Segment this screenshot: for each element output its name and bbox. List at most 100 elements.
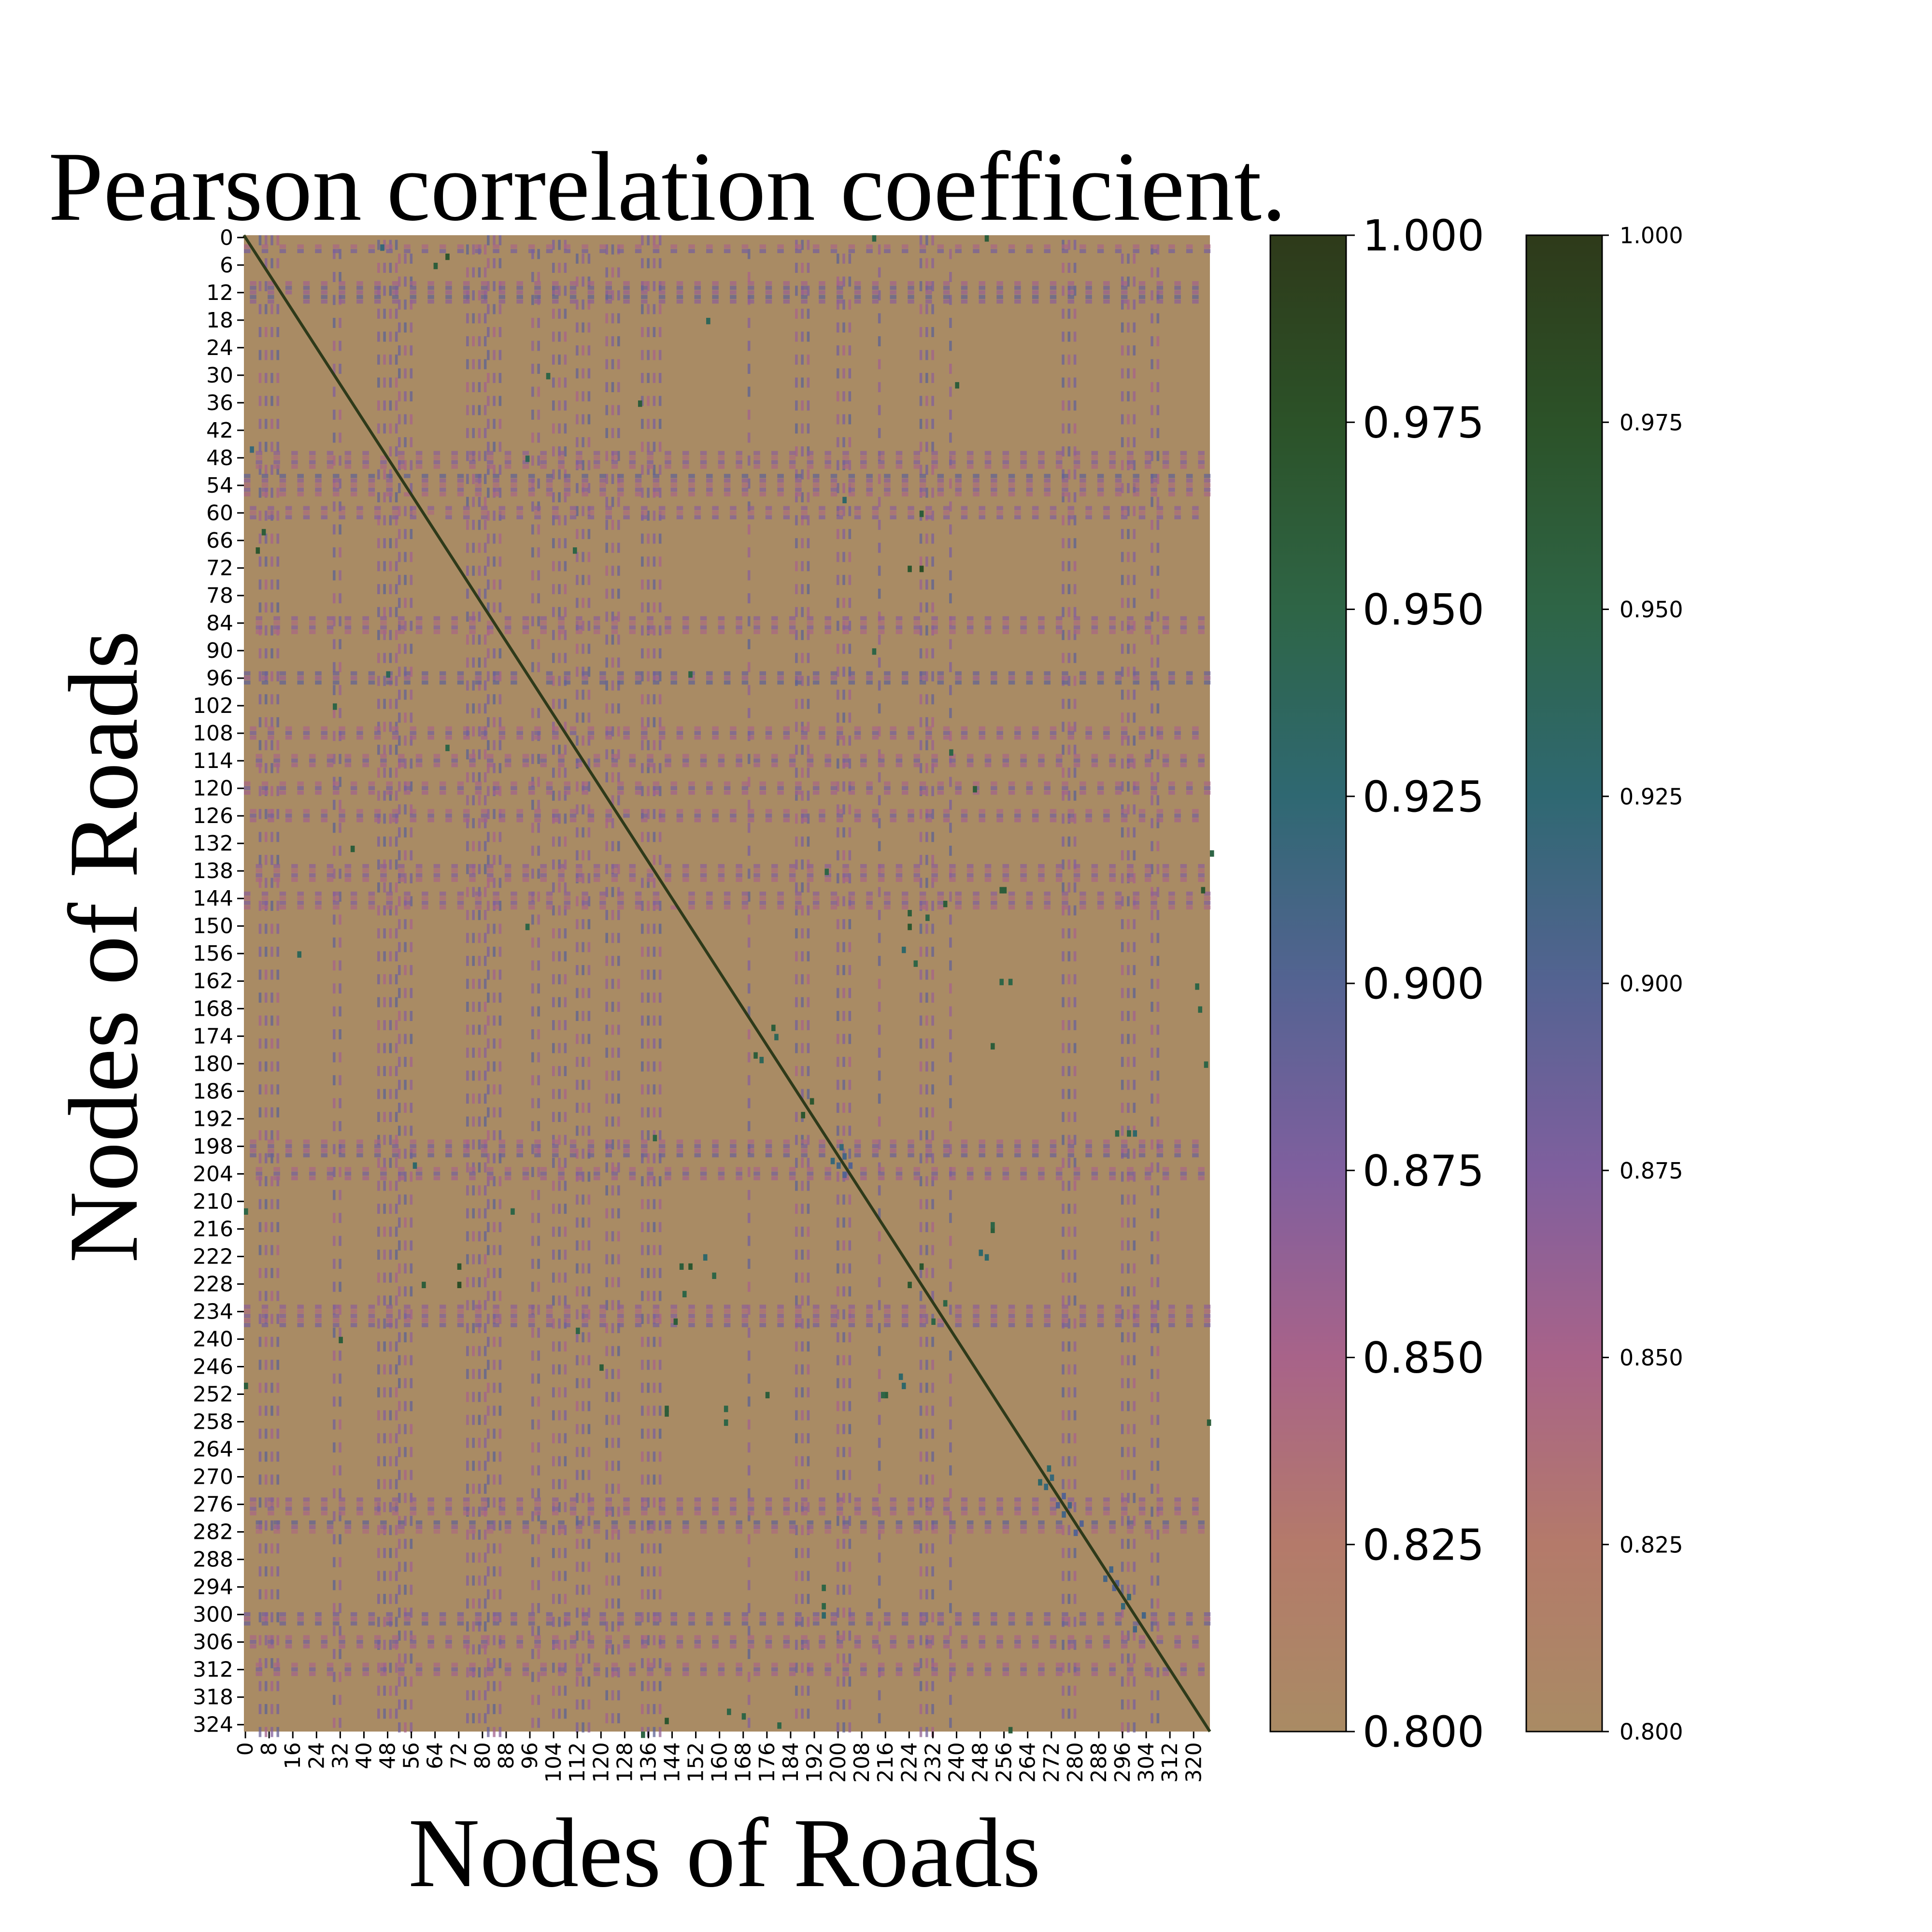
- heatmap-cell: [558, 1318, 561, 1329]
- heatmap-cell: [433, 616, 440, 621]
- heatmap-cell: [531, 1419, 534, 1430]
- heatmap-cell: [386, 483, 393, 487]
- heatmap-cell: [1062, 1112, 1065, 1122]
- heatmap-cell: [771, 625, 778, 630]
- heatmap-cell: [617, 451, 620, 461]
- heatmap-cell: [339, 799, 341, 810]
- heatmap-cell: [398, 1653, 401, 1664]
- heatmap-cell: [333, 1236, 336, 1246]
- heatmap-cell: [925, 465, 928, 475]
- heatmap-cell: [558, 630, 565, 634]
- heatmap-cell: [801, 1387, 804, 1398]
- heatmap-cell: [511, 244, 517, 249]
- heatmap-cell: [611, 1070, 614, 1081]
- heatmap-cell: [848, 621, 852, 631]
- heatmap-cell: [1073, 630, 1077, 640]
- heatmap-cell: [404, 942, 407, 952]
- heatmap-cell: [848, 1057, 852, 1067]
- heatmap-cell: [498, 1589, 502, 1600]
- heatmap-cell: [966, 621, 974, 625]
- heatmap-cell: [801, 974, 804, 984]
- heatmap-cell: [1020, 630, 1027, 634]
- heatmap-cell: [807, 625, 814, 630]
- heatmap-cell: [605, 680, 608, 691]
- heatmap-cell: [653, 1038, 656, 1049]
- heatmap-cell: [848, 1011, 852, 1021]
- heatmap-cell: [878, 1392, 881, 1402]
- heatmap-cell: [854, 290, 861, 295]
- heatmap-cell: [890, 515, 896, 520]
- heatmap-cell: [878, 1048, 881, 1058]
- heatmap-cell: [1127, 1699, 1130, 1710]
- heatmap-cell: [457, 249, 464, 254]
- heatmap-cell: [1067, 744, 1071, 755]
- heatmap-cell: [576, 919, 579, 929]
- heatmap-cell: [333, 524, 336, 535]
- heatmap-cell: [587, 827, 591, 838]
- heatmap-cell: [747, 410, 751, 420]
- heatmap-cell: [270, 602, 273, 613]
- heatmap-cell: [258, 304, 262, 314]
- heatmap-cell: [641, 832, 644, 842]
- heatmap-cell: [1156, 1277, 1160, 1288]
- heatmap-cell: [747, 511, 754, 515]
- heatmap-cell: [1073, 625, 1080, 630]
- heatmap-cell: [487, 1704, 490, 1714]
- heatmap-cell: [1073, 538, 1077, 549]
- heatmap-cell: [605, 542, 608, 553]
- heatmap-cell: [854, 295, 861, 299]
- heatmap-cell: [1121, 1470, 1124, 1480]
- heatmap-cell: [1156, 1185, 1160, 1196]
- heatmap-cell: [478, 1024, 481, 1035]
- heatmap-cell: [741, 249, 749, 254]
- heatmap-cell: [498, 1222, 502, 1233]
- heatmap-cell: [931, 809, 934, 819]
- heatmap-cell: [943, 281, 950, 285]
- heatmap-cell: [611, 1300, 614, 1310]
- heatmap-cell: [552, 281, 559, 285]
- heatmap-cell: [558, 836, 561, 847]
- heatmap-cell: [1133, 478, 1139, 483]
- heatmap-cell: [795, 722, 798, 732]
- heatmap-cell: [377, 1158, 380, 1168]
- heatmap-cell: [1121, 483, 1124, 494]
- heatmap-cell: [1067, 285, 1075, 290]
- heatmap-cell: [522, 616, 529, 621]
- heatmap-cell: [949, 731, 952, 741]
- heatmap-cell: [878, 1300, 881, 1310]
- heatmap-cell: [487, 717, 490, 727]
- heatmap-cell: [498, 1130, 502, 1141]
- heatmap-cell: [836, 1240, 839, 1251]
- heatmap-cell: [261, 244, 269, 249]
- heatmap-cell: [908, 299, 914, 304]
- heatmap-cell: [706, 478, 713, 483]
- heatmap-cell: [250, 295, 256, 299]
- heatmap-cell: [658, 1314, 662, 1324]
- heatmap-cell: [377, 1089, 380, 1099]
- heatmap-cell: [1073, 1387, 1077, 1398]
- heatmap-cell: [931, 1428, 934, 1439]
- heatmap-cell: [1156, 634, 1160, 645]
- heatmap-cell: [706, 680, 713, 685]
- heatmap-cell: [258, 465, 262, 475]
- heatmap-cell: [472, 542, 475, 553]
- heatmap-cell: [801, 1089, 804, 1099]
- heatmap-cell: [528, 474, 535, 478]
- heatmap-cell: [487, 1382, 490, 1393]
- heatmap-cell: [949, 478, 952, 489]
- heatmap-cell: [478, 1070, 481, 1081]
- heatmap-cell: [264, 1497, 268, 1508]
- heatmap-cell: [487, 465, 490, 475]
- heatmap-cell: [404, 1653, 407, 1664]
- heatmap-cell: [410, 254, 413, 264]
- heatmap-cell: [676, 515, 683, 520]
- heatmap-cell: [466, 1644, 469, 1655]
- heatmap-cell: [925, 511, 932, 515]
- heatmap-cell: [472, 1346, 475, 1356]
- heatmap-cell: [908, 511, 914, 515]
- heatmap-cell: [1121, 1676, 1124, 1687]
- heatmap-cell: [1121, 1355, 1124, 1365]
- heatmap-cell: [374, 285, 381, 290]
- heatmap-cell: [676, 290, 683, 295]
- heatmap-cell: [552, 974, 555, 984]
